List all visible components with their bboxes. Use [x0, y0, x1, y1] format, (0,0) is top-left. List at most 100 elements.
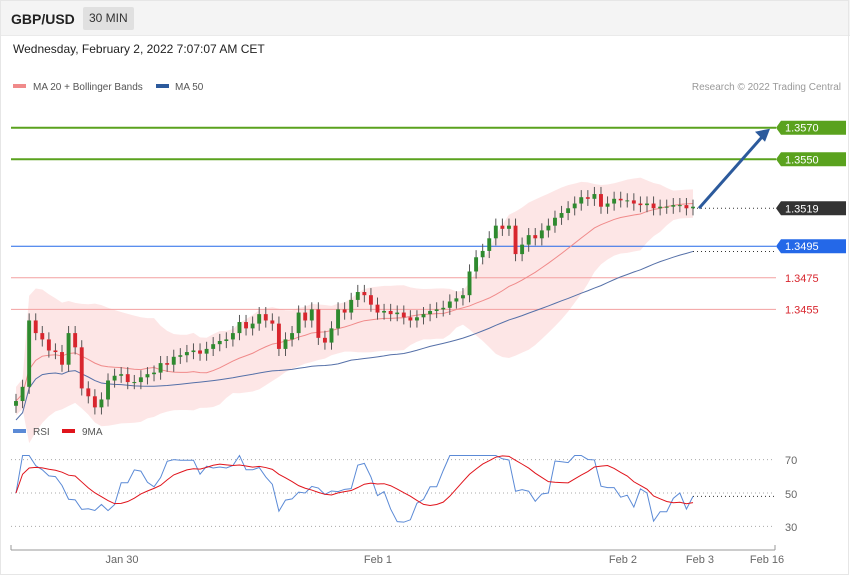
candle-body-53 — [362, 292, 367, 296]
candle-body-25 — [178, 355, 183, 357]
level-label-1.3495: 1.3495 — [785, 241, 819, 253]
candle-body-51 — [349, 299, 354, 313]
candle-body-45 — [309, 309, 314, 321]
candle-body-99 — [664, 206, 669, 208]
rsi-tick-70: 70 — [785, 455, 797, 467]
candle-body-96 — [645, 203, 649, 206]
candle-body-18 — [132, 382, 137, 384]
candle-body-95 — [638, 203, 643, 206]
candle-body-80 — [539, 230, 544, 239]
ma50-line — [15, 250, 694, 421]
candle-body-20 — [145, 374, 150, 378]
candle-body-88 — [592, 194, 597, 199]
timeframe-badge[interactable]: 30 MIN — [83, 7, 134, 30]
research-credit: Research © 2022 Trading Central — [692, 82, 841, 93]
price-panel — [11, 126, 776, 444]
candle-body-61 — [414, 317, 419, 321]
candle-body-12 — [92, 396, 97, 408]
candle-body-71 — [480, 250, 485, 258]
candle-body-47 — [322, 337, 327, 343]
candle-body-74 — [500, 225, 505, 229]
candle-body-39 — [270, 320, 275, 324]
candle-body-27 — [191, 350, 196, 353]
legend-ma50-label: MA 50 — [175, 82, 204, 93]
candle-body-38 — [263, 314, 268, 321]
candle-body-58 — [395, 312, 400, 315]
candle-body-97 — [651, 203, 656, 209]
candle-body-102 — [684, 205, 689, 209]
level-label-1.3550: 1.3550 — [785, 154, 819, 166]
legend-rsi-swatch — [13, 429, 26, 433]
candle-body-55 — [375, 304, 380, 313]
time-label-feb2: Feb 2 — [609, 554, 637, 566]
candle-body-8 — [66, 333, 71, 365]
level-tag-1.3570 — [776, 120, 846, 135]
candle-body-52 — [355, 292, 360, 300]
candle-body-10 — [79, 347, 84, 389]
level-label-1.3570: 1.3570 — [785, 123, 819, 135]
rsi-tick-50: 50 — [785, 489, 797, 501]
candle-body-13 — [99, 399, 104, 408]
candle-body-89 — [599, 194, 603, 207]
legend-ma50-swatch — [156, 84, 169, 88]
candle-body-56 — [382, 310, 387, 313]
candle-body-36 — [250, 323, 255, 329]
candle-body-81 — [546, 225, 551, 231]
candle-body-77 — [520, 244, 525, 255]
candle-body-42 — [290, 333, 295, 340]
candle-body-86 — [579, 197, 584, 204]
ma20-line — [15, 203, 694, 402]
candle-body-59 — [401, 312, 406, 318]
candle-body-33 — [230, 333, 235, 340]
candle-body-72 — [487, 238, 492, 251]
legend-9ma-swatch — [62, 429, 75, 433]
candle-body-1 — [20, 386, 25, 402]
candle-body-63 — [428, 310, 433, 315]
candle-body-84 — [566, 208, 571, 214]
candle-body-78 — [526, 235, 531, 245]
candle-body-0 — [14, 401, 18, 406]
candle-body-29 — [204, 348, 209, 354]
candle-body-92 — [618, 198, 623, 201]
candle-body-50 — [342, 309, 347, 313]
candle-body-54 — [368, 295, 373, 305]
level-tag-1.3519 — [776, 201, 846, 216]
candle-body-16 — [119, 374, 124, 376]
time-label-feb1: Feb 1 — [364, 554, 392, 566]
candle-body-6 — [53, 350, 58, 353]
candle-body-66 — [447, 301, 452, 308]
candle-body-46 — [316, 309, 321, 338]
candle-body-49 — [336, 309, 341, 329]
candle-body-4 — [40, 333, 45, 340]
candle-body-31 — [217, 341, 222, 345]
candle-body-103 — [691, 206, 695, 209]
legend-9ma-label: 9MA — [82, 427, 103, 438]
candle-body-85 — [572, 203, 577, 209]
candle-body-22 — [158, 363, 163, 373]
candle-body-26 — [184, 352, 189, 356]
candle-body-87 — [585, 197, 590, 199]
chart-header: GBP/USD 30 MIN — [0, 0, 850, 36]
candle-body-24 — [171, 356, 176, 365]
candle-body-73 — [493, 225, 498, 239]
candle-body-30 — [211, 344, 216, 349]
time-label-jan30: Jan 30 — [105, 554, 138, 566]
candle-body-93 — [625, 200, 630, 202]
candle-body-100 — [671, 205, 676, 207]
time-label-feb3: Feb 3 — [686, 554, 714, 566]
candle-body-34 — [237, 322, 242, 334]
level-label-1.3519: 1.3519 — [785, 203, 819, 215]
candle-body-48 — [329, 328, 334, 343]
legend-ma20-label: MA 20 + Bollinger Bands — [33, 82, 143, 93]
level-label-1.3455: 1.3455 — [785, 304, 819, 316]
report-timestamp: Wednesday, February 2, 2022 7:07:07 AM C… — [13, 42, 265, 56]
level-label-1.3475: 1.3475 — [785, 273, 819, 285]
candle-body-65 — [441, 307, 446, 310]
rsi-9ma-line — [15, 455, 694, 506]
candle-body-44 — [303, 312, 308, 321]
legend-rsi-label: RSI — [33, 427, 50, 438]
symbol-title: GBP/USD — [11, 11, 75, 27]
candle-body-91 — [612, 198, 617, 204]
level-tag-1.3495 — [776, 239, 846, 254]
